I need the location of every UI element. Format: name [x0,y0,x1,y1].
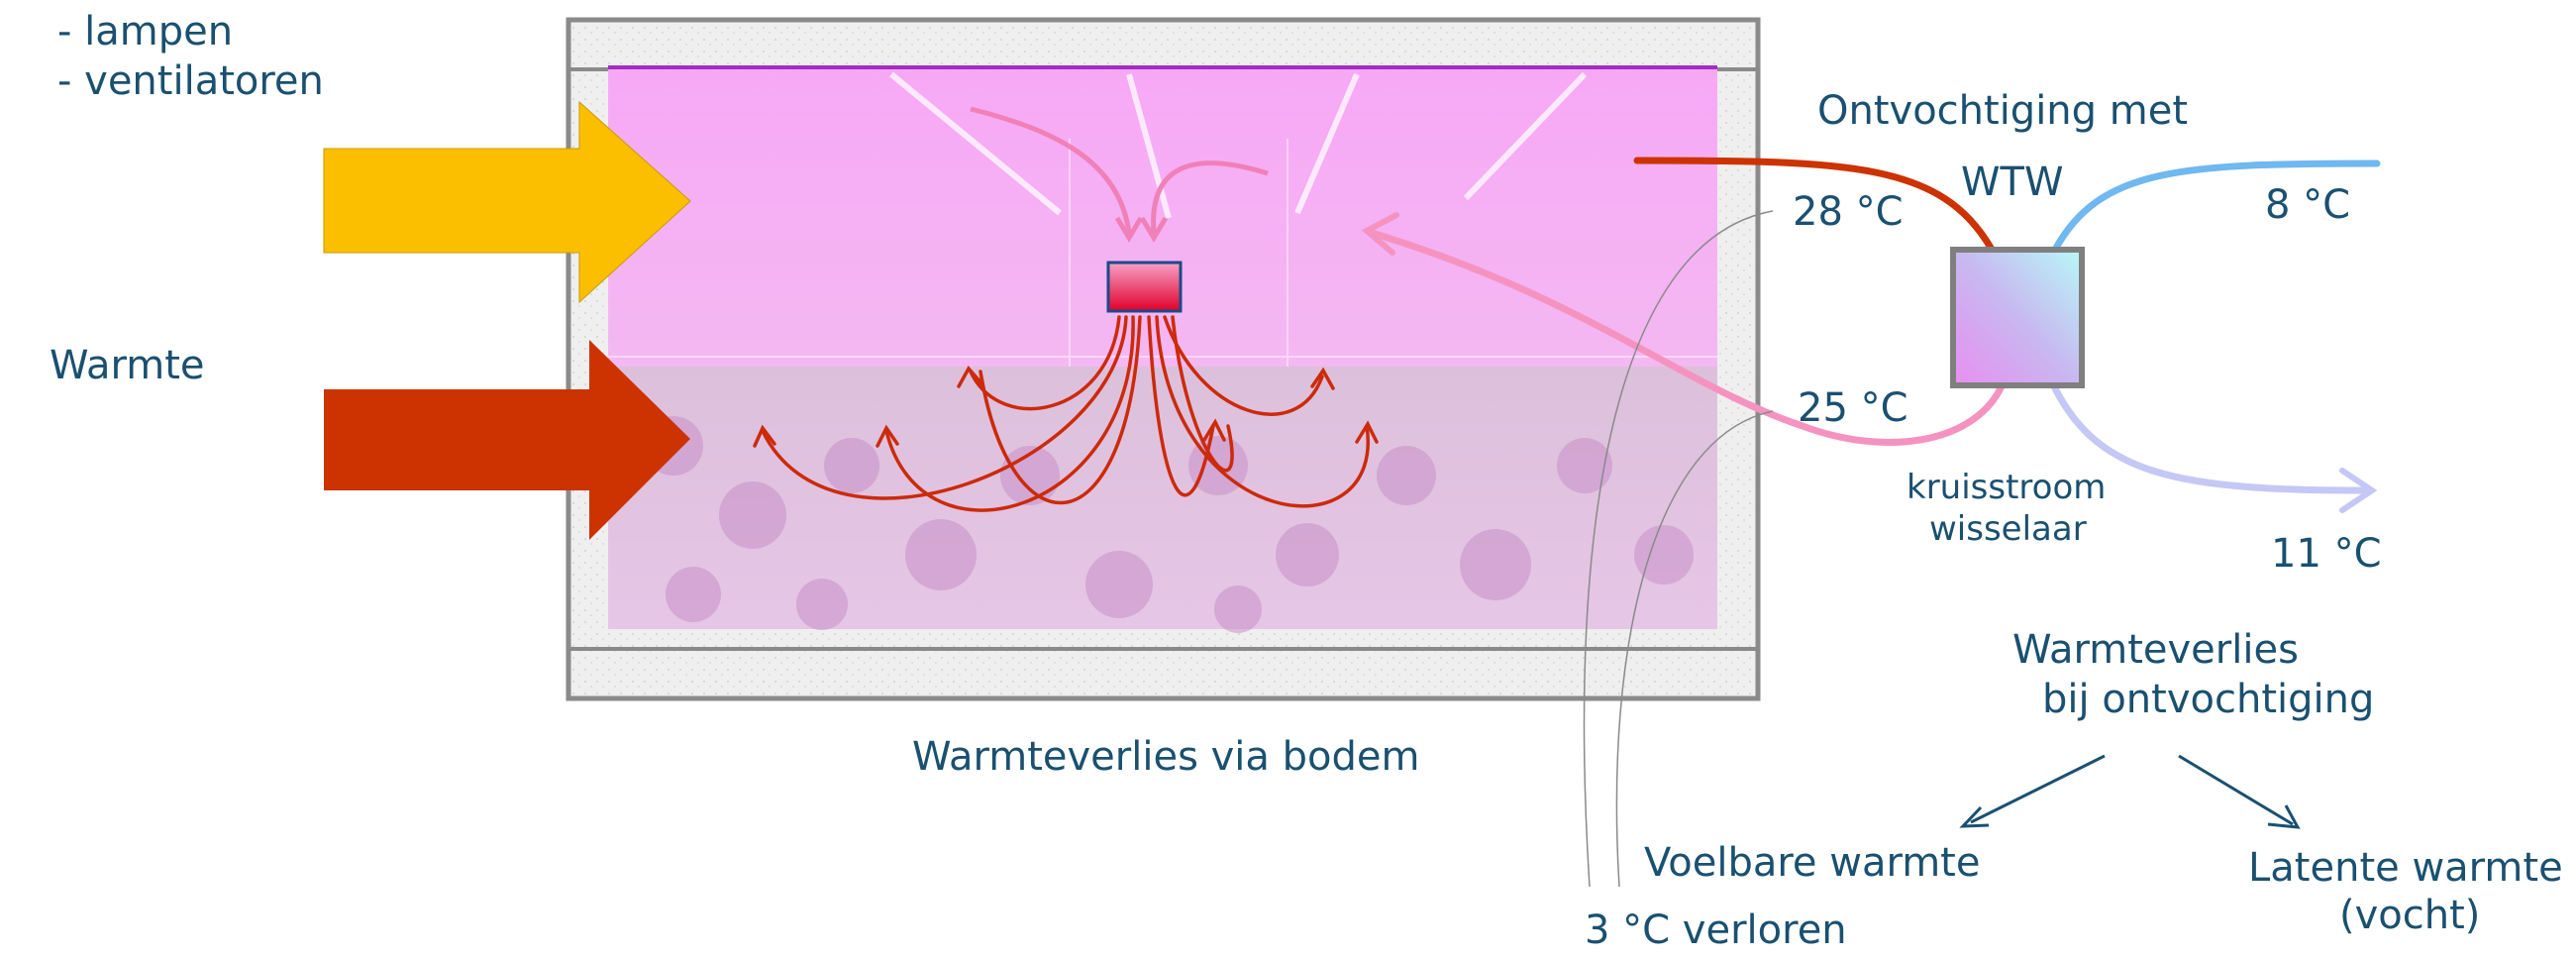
outside-air-in-pipe [2051,160,2381,254]
lost-degrees-label: 3 °C verloren [1585,907,1847,953]
wtw-title-line1: Ontvochtiging met [1817,88,2189,134]
source-lamps: - lampen [57,9,234,54]
wtw-title-line2: WTW [1961,160,2064,205]
loss-split-arrows [1959,754,2301,829]
greenhouse-interior [608,65,1717,633]
return-air-pipe [1368,229,2005,446]
hot-exhaust-temp: 28 °C [1793,189,1904,235]
hot-exhaust-pipe [1633,157,1995,252]
exchanger-label-line2: wisselaar [1929,509,2087,549]
loss-title-line1: Warmteverlies [2012,627,2299,673]
sensible-heat-label: Voelbare warmte [1644,840,1981,886]
heat-label: Warmte [50,343,205,388]
outside-out-temp: 11 °C [2271,531,2382,577]
source-fans: - ventilatoren [57,58,324,104]
interior-crop [608,367,1717,629]
outside-air-out-pipe [2051,384,2371,494]
outside-in-temp: 8 °C [2265,182,2351,228]
loss-leader-lines [1583,210,1774,888]
latent-heat-sublabel: (vocht) [2339,893,2481,938]
lamps-heat-arrow [323,100,691,304]
heating-arrow [324,340,690,540]
heat-distribution-arrows [753,315,1379,512]
return-air-temp: 25 °C [1798,385,1908,431]
wtw-heat-exchanger [1950,247,2085,388]
heater-unit [1106,261,1183,313]
air-inflow-arrows [970,106,1269,243]
interior-air [608,67,1717,367]
latent-heat-label: Latente warmte [2248,845,2563,891]
floor-loss-label: Warmteverlies via bodem [912,734,1420,780]
lamp-rows [889,71,1588,219]
exchanger-label-line1: kruisstroom [1906,468,2107,507]
loss-title-line2: bij ontvochtiging [2042,677,2375,722]
